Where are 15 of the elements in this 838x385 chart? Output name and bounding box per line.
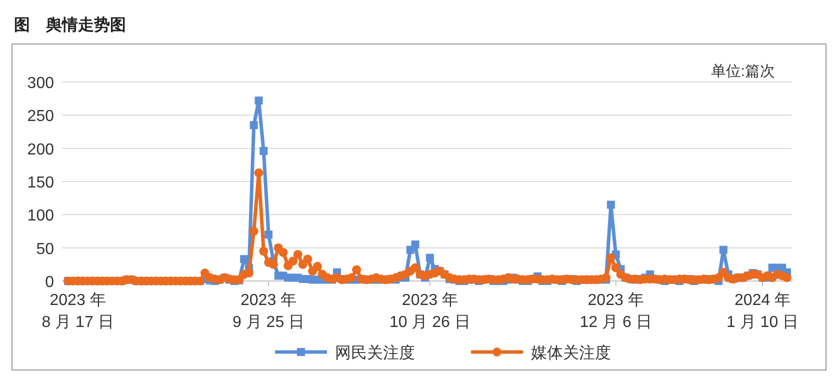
y-tick-label: 50 (36, 240, 54, 258)
x-tick-label: 2023 年 8 月 17 日 (42, 292, 114, 331)
legend-label: 媒体关注度 (531, 344, 611, 362)
y-tick-label: 200 (27, 141, 54, 158)
legend-label: 网民关注度 (335, 344, 415, 362)
x-tick-label: 2024 年 1 月 10 日 (726, 292, 799, 331)
y-tick-label: 300 (27, 75, 54, 92)
y-tick-label: 0 (45, 274, 54, 291)
x-tick-label: 2023 年 10 月 26 日 (389, 292, 470, 331)
y-tick-label: 150 (27, 174, 54, 192)
y-tick-label: 100 (27, 208, 54, 225)
x-tick-label: 2023 年 12 月 6 日 (580, 292, 652, 331)
x-tick-label: 2023 年 9 月 25 日 (232, 292, 305, 331)
y-tick-label: 250 (27, 108, 54, 126)
title: 图 舆情走势图 (14, 17, 126, 34)
